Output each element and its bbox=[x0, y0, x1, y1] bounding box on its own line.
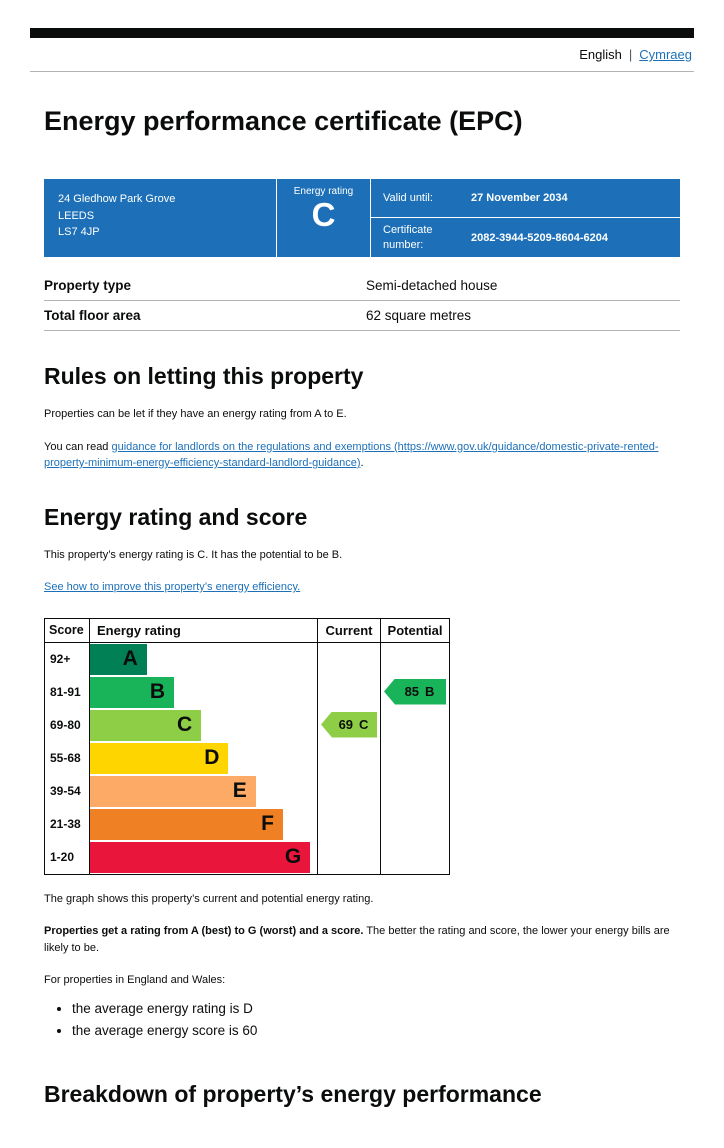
chart-header-rating: Energy rating bbox=[97, 622, 181, 638]
chart-body: 92+ A 81-91 B 69-80 C 55-68 D 39-54 E 21-38 F 1-20 G … bbox=[45, 642, 449, 874]
epc-band-e: E bbox=[90, 775, 256, 807]
energy-rating-cell: Energy rating C bbox=[276, 179, 370, 257]
epc-band-score: 21-38 bbox=[45, 807, 90, 841]
epc-current-col: 69 C bbox=[317, 642, 380, 874]
total-floor-area-value: 62 square metres bbox=[366, 308, 472, 323]
valid-until-value: 27 November 2034 bbox=[471, 192, 568, 205]
epc-band-b: B bbox=[90, 676, 174, 708]
property-address: 24 Gledhow Park Grove LEEDS LS7 4JP bbox=[44, 179, 276, 257]
averages-list: the average energy rating is D the avera… bbox=[52, 999, 680, 1041]
breakdown-heading: Breakdown of property’s energy performan… bbox=[44, 1080, 542, 1107]
chart-header-score: Score bbox=[45, 618, 90, 642]
energy-rating-chart: Score Energy rating Current Potential 92… bbox=[44, 617, 450, 875]
property-type-label: Property type bbox=[44, 278, 132, 293]
address-line-1: 24 Gledhow Park Grove bbox=[58, 193, 176, 205]
epc-band-row: 92+ A bbox=[45, 642, 317, 676]
rating-score-heading: Energy rating and score bbox=[44, 503, 308, 530]
main-content: Energy performance certificate (EPC) 24 … bbox=[44, 106, 680, 1108]
language-separator: | bbox=[628, 47, 633, 62]
epc-summary-banner: 24 Gledhow Park Grove LEEDS LS7 4JP Ener… bbox=[44, 179, 680, 257]
epc-band-track: G bbox=[90, 841, 317, 874]
epc-band-score: 81-91 bbox=[45, 675, 90, 709]
epc-band-score: 69-80 bbox=[45, 708, 90, 742]
epc-band-track: A bbox=[90, 643, 317, 676]
certificate-number-label: Certificate number: bbox=[383, 224, 433, 251]
potential-rating-arrow: 85 B bbox=[384, 678, 446, 705]
improve-efficiency-link[interactable]: See how to improve this property’s energ… bbox=[44, 581, 301, 593]
epc-band-track: B bbox=[90, 676, 317, 709]
epc-band-d: D bbox=[90, 742, 229, 774]
epc-band-row: 69-80 C bbox=[45, 708, 317, 742]
address-line-3: LS7 4JP bbox=[58, 226, 100, 238]
certificate-validity: Valid until: 27 November 2034 Certificat… bbox=[370, 179, 680, 257]
valid-until-row: Valid until: 27 November 2034 bbox=[371, 179, 680, 217]
chart-explanation-bold: Properties get a rating from A (best) to… bbox=[44, 925, 364, 937]
energy-rating-letter: C bbox=[311, 196, 336, 233]
total-floor-area-row: Total floor area 62 square metres bbox=[44, 301, 680, 331]
epc-potential-col: 85 B bbox=[380, 642, 449, 874]
header-divider bbox=[30, 71, 694, 72]
epc-band-row: 21-38 F bbox=[45, 807, 317, 841]
epc-band-score: 1-20 bbox=[45, 840, 90, 874]
property-type-value: Semi-detached house bbox=[366, 278, 498, 293]
epc-band-score: 39-54 bbox=[45, 774, 90, 808]
improve-link-wrap: See how to improve this property’s energ… bbox=[44, 579, 680, 596]
average-rating-item: the average energy rating is D bbox=[72, 999, 680, 1019]
chart-explanation-rest: The better the rating and score, the low… bbox=[44, 925, 670, 954]
epc-band-a: A bbox=[90, 643, 147, 675]
energy-rating-label: Energy rating bbox=[293, 186, 354, 197]
epc-rows: 92+ A 81-91 B 69-80 C 55-68 D 39-54 E 21-38 F 1-20 G bbox=[45, 642, 317, 874]
chart-header-potential: Potential bbox=[380, 618, 449, 642]
rules-guidance: You can read guidance for landlords on t… bbox=[44, 439, 680, 472]
valid-until-label: Valid until: bbox=[383, 192, 433, 205]
chart-header-row: Score Energy rating Current Potential bbox=[45, 618, 449, 643]
epc-band-c: C bbox=[90, 709, 202, 741]
epc-band-row: 1-20 G bbox=[45, 840, 317, 874]
guidance-text-prefix: You can read bbox=[44, 440, 112, 453]
page-title: Energy performance certificate (EPC) bbox=[44, 106, 523, 136]
epc-band-g: G bbox=[90, 841, 311, 873]
rating-summary: This property’s energy rating is C. It h… bbox=[44, 548, 343, 561]
epc-band-f: F bbox=[90, 808, 283, 840]
guidance-text-suffix: . bbox=[360, 457, 364, 469]
epc-band-track: E bbox=[90, 775, 317, 808]
epc-band-track: C bbox=[90, 709, 317, 742]
chart-explanation: Properties get a rating from A (best) to… bbox=[44, 923, 680, 956]
chart-caption: The graph shows this property’s current … bbox=[44, 892, 374, 905]
epc-band-track: D bbox=[90, 742, 317, 775]
epc-band-row: 81-91 B bbox=[45, 675, 317, 709]
current-rating-arrow: 69 C bbox=[321, 711, 377, 738]
epc-band-score: 92+ bbox=[45, 642, 90, 676]
landlord-guidance-link[interactable]: guidance for landlords on the regulation… bbox=[44, 440, 659, 470]
address-line-2: LEEDS bbox=[58, 209, 95, 222]
total-floor-area-label: Total floor area bbox=[44, 308, 141, 323]
epc-band-score: 55-68 bbox=[45, 741, 90, 775]
property-type-row: Property type Semi-detached house bbox=[44, 271, 680, 301]
language-switcher: English | Cymraeg bbox=[30, 38, 694, 71]
page: English | Cymraeg Energy performance certi… bbox=[30, 0, 694, 1148]
chart-header-current: Current bbox=[317, 618, 380, 642]
property-details: Property type Semi-detached house Total … bbox=[44, 271, 680, 331]
certificate-number-row: Certificate number: 2082-3944-5209-8604-… bbox=[371, 217, 680, 257]
top-black-bar bbox=[30, 28, 694, 38]
rules-heading: Rules on letting this property bbox=[44, 363, 364, 389]
averages-intro: For properties in England and Wales: bbox=[44, 974, 226, 986]
language-cymraeg-link[interactable]: Cymraeg bbox=[639, 47, 692, 62]
rules-intro: Properties can be let if they have an en… bbox=[44, 408, 347, 420]
language-english-label: English bbox=[579, 47, 622, 62]
certificate-number-value: 2082-3944-5209-8604-6204 bbox=[471, 231, 609, 244]
epc-band-row: 55-68 D bbox=[45, 741, 317, 775]
epc-band-track: F bbox=[90, 808, 317, 841]
epc-band-row: 39-54 E bbox=[45, 774, 317, 808]
